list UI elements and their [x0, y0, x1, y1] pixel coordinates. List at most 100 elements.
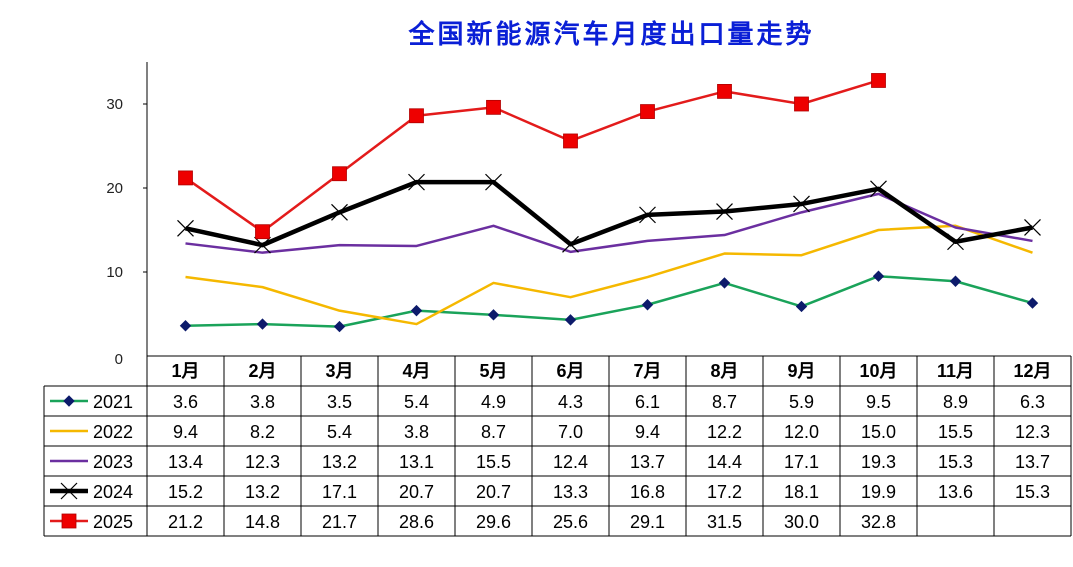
table-cell-value: 12.4	[553, 452, 588, 472]
diamond-marker	[1026, 297, 1039, 309]
table-cell-value: 16.8	[630, 482, 665, 502]
table-cell-value: 8.7	[481, 422, 506, 442]
x-marker-stroke	[485, 173, 502, 191]
table-cell-value: 12.3	[1015, 422, 1050, 442]
table-cell-value: 5.4	[404, 392, 429, 412]
y-tick-label: 0	[115, 351, 123, 368]
table-cell-value: 7.0	[558, 422, 583, 442]
chart-title: 全国新能源汽车月度出口量走势	[408, 20, 815, 50]
table-cell-value: 15.2	[168, 482, 203, 502]
table-cell-value: 29.1	[630, 512, 665, 532]
table-cell-value: 29.6	[476, 512, 511, 532]
legend-entry-2022: 2022	[50, 422, 133, 442]
x-marker-stroke	[331, 203, 348, 221]
square-marker	[640, 104, 655, 119]
x-marker-stroke	[870, 180, 887, 198]
y-tick-label: 10	[106, 264, 123, 281]
x-marker-stroke	[408, 173, 425, 191]
table-cell-value: 9.4	[173, 422, 198, 442]
legend-label: 2025	[93, 512, 133, 532]
table-cell-value: 8.9	[943, 392, 968, 412]
legend-label: 2024	[93, 482, 133, 502]
table-cell-value: 12.0	[784, 422, 819, 442]
table-cell-value: 19.3	[861, 452, 896, 472]
square-marker	[332, 166, 347, 182]
table-cell-value: 15.0	[861, 422, 896, 442]
table-cell-value: 30.0	[784, 512, 819, 532]
series-2022	[185, 224, 1033, 326]
series-line-2024	[185, 179, 1033, 248]
x-marker-stroke	[254, 236, 271, 254]
table-cell-value: 21.7	[322, 512, 357, 532]
month-label: 8月	[710, 361, 738, 381]
square-marker	[255, 224, 270, 240]
month-label: 9月	[787, 361, 815, 381]
diamond-marker	[872, 270, 885, 282]
month-label: 5月	[479, 361, 507, 381]
legend-entry-2025: 2025	[50, 512, 133, 532]
x-marker-stroke	[716, 203, 733, 220]
table-cell-value: 4.9	[481, 392, 506, 412]
table-cell-value: 28.6	[399, 512, 434, 532]
diamond-marker	[564, 314, 577, 326]
table-cell-value: 15.5	[938, 422, 973, 442]
month-label: 4月	[402, 361, 430, 381]
square-marker	[409, 108, 424, 124]
table-cell-value: 12.3	[245, 452, 280, 472]
table-cell-value: 13.3	[553, 482, 588, 502]
table-cell-value: 3.8	[404, 422, 429, 442]
table-cell-value: 21.2	[168, 512, 203, 532]
series-line-2022	[185, 224, 1033, 326]
x-marker-stroke	[562, 235, 579, 253]
table-cell-value: 20.7	[476, 482, 511, 502]
diamond-marker	[333, 320, 346, 333]
month-label: 11月	[937, 361, 974, 381]
x-marker-stroke	[947, 233, 964, 251]
diamond-marker	[795, 300, 808, 313]
diamond-marker	[63, 395, 75, 407]
month-label: 2月	[248, 361, 276, 381]
diamond-marker	[949, 275, 962, 287]
table-cell-value: 32.8	[861, 512, 896, 532]
table-cell-value: 25.6	[553, 512, 588, 532]
table-cell-value: 3.6	[173, 392, 198, 412]
diamond-marker	[487, 309, 500, 321]
table-cell-value: 9.5	[866, 392, 891, 412]
table-cell-value: 17.2	[707, 482, 742, 502]
y-tick-label: 20	[106, 180, 123, 197]
series-line-2021	[185, 274, 1033, 328]
legend-label: 2022	[93, 422, 133, 442]
table-cell-value: 12.2	[707, 422, 742, 442]
square-marker	[871, 73, 886, 88]
diamond-marker	[179, 320, 192, 332]
table-cell-value: 8.2	[250, 422, 275, 442]
legend-entry-2021: 2021	[50, 392, 133, 412]
table-cell-value: 3.5	[327, 392, 352, 412]
y-tick-label: 30	[106, 96, 123, 113]
square-marker	[794, 96, 809, 112]
table-cell-value: 13.2	[245, 482, 280, 502]
table-cell-value: 8.7	[712, 392, 737, 412]
table-cell-value: 13.6	[938, 482, 973, 502]
x-marker-stroke	[793, 195, 810, 213]
table-cell-value: 18.1	[784, 482, 819, 502]
table-cell-value: 14.4	[707, 452, 742, 472]
diamond-marker	[256, 318, 269, 330]
square-marker	[178, 170, 193, 186]
table-cell-value: 14.8	[245, 512, 280, 532]
month-label: 3月	[325, 361, 353, 381]
table-cell-value: 6.3	[1020, 392, 1045, 412]
x-marker-stroke	[177, 219, 194, 237]
x-marker-stroke	[1024, 219, 1041, 236]
data-table: 1月 2月 3月 4月 5月 6月 7月 8月 9月 10月 11月 12月 2021 3.6 3.8 3.5…	[43, 355, 1072, 537]
y-axis: 0 10 20 30	[106, 62, 148, 368]
diamond-marker	[641, 299, 654, 311]
table-cell-value: 13.4	[168, 452, 203, 472]
table-cell-value: 15.3	[938, 452, 973, 472]
diamond-marker	[410, 304, 423, 317]
diamond-marker	[718, 277, 731, 289]
series-line-2025	[184, 79, 879, 233]
square-marker	[486, 99, 501, 115]
